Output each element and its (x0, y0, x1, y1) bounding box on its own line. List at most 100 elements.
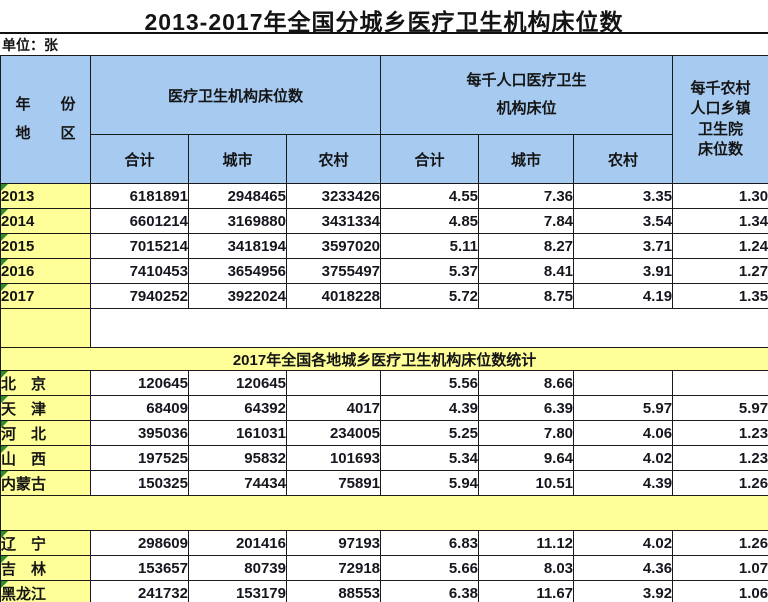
data-cell[interactable]: 4.39 (573, 470, 674, 496)
data-cell[interactable]: 3597020 (285, 233, 382, 259)
data-cell[interactable]: 298609 (90, 530, 189, 556)
header-beds-per-1000-group[interactable]: 每千人口医疗卫生 机构床位 (380, 55, 674, 135)
data-cell[interactable]: 4.02 (573, 530, 674, 556)
data-cell[interactable]: 88553 (285, 580, 382, 602)
data-cell[interactable] (573, 370, 674, 396)
data-cell[interactable]: 4.85 (380, 208, 480, 234)
data-cell[interactable]: 201416 (188, 530, 287, 556)
data-cell[interactable]: 1.27 (672, 258, 768, 284)
data-cell[interactable]: 153179 (188, 580, 287, 602)
row-label-cell[interactable]: 2015 (0, 233, 91, 259)
data-cell[interactable]: 7015214 (90, 233, 189, 259)
data-cell[interactable]: 6.83 (380, 530, 480, 556)
data-cell[interactable]: 1.34 (672, 208, 768, 234)
spacer-white-cell[interactable] (89, 308, 768, 348)
data-cell[interactable]: 4.02 (573, 445, 674, 471)
data-cell[interactable]: 75891 (285, 470, 382, 496)
data-cell[interactable]: 4017 (285, 395, 382, 421)
data-cell[interactable]: 74434 (188, 470, 287, 496)
data-cell[interactable]: 8.03 (478, 555, 575, 581)
data-cell[interactable]: 5.97 (672, 395, 768, 421)
row-label-cell[interactable]: 河 北 (0, 420, 91, 446)
data-cell[interactable]: 5.66 (380, 555, 480, 581)
data-cell[interactable]: 1.06 (672, 580, 768, 602)
header-rural-abs[interactable]: 农村 (285, 134, 382, 184)
header-institution-beds-group[interactable]: 医疗卫生机构床位数 (89, 55, 382, 135)
data-cell[interactable] (672, 370, 768, 396)
data-cell[interactable]: 120645 (188, 370, 287, 396)
data-cell[interactable]: 5.94 (380, 470, 480, 496)
data-cell[interactable]: 11.67 (478, 580, 575, 602)
data-cell[interactable]: 3.71 (573, 233, 674, 259)
data-cell[interactable]: 7.84 (478, 208, 575, 234)
data-cell[interactable]: 161031 (188, 420, 287, 446)
data-cell[interactable]: 1.07 (672, 555, 768, 581)
data-cell[interactable]: 3.54 (573, 208, 674, 234)
data-cell[interactable]: 64392 (188, 395, 287, 421)
data-cell[interactable]: 6181891 (90, 183, 189, 209)
row-label-cell[interactable]: 2014 (0, 208, 91, 234)
row-label-cell[interactable]: 2017 (0, 283, 91, 309)
row-label-cell[interactable]: 黑龙江 (0, 580, 91, 602)
spacer-yellow-cell[interactable] (0, 308, 91, 348)
data-cell[interactable]: 72918 (285, 555, 382, 581)
data-cell[interactable]: 5.72 (380, 283, 480, 309)
data-cell[interactable]: 4.55 (380, 183, 480, 209)
data-cell[interactable]: 4018228 (285, 283, 382, 309)
header-urban-per1000[interactable]: 城市 (478, 134, 575, 184)
row-label-cell[interactable]: 吉 林 (0, 555, 91, 581)
data-cell[interactable]: 6.39 (478, 395, 575, 421)
data-cell[interactable]: 1.30 (672, 183, 768, 209)
data-cell[interactable]: 4.36 (573, 555, 674, 581)
data-cell[interactable]: 395036 (90, 420, 189, 446)
data-cell[interactable]: 1.35 (672, 283, 768, 309)
data-cell[interactable]: 68409 (90, 395, 189, 421)
data-cell[interactable]: 9.64 (478, 445, 575, 471)
data-cell[interactable]: 150325 (90, 470, 189, 496)
data-cell[interactable]: 7.36 (478, 183, 575, 209)
data-cell[interactable]: 8.75 (478, 283, 575, 309)
header-township-beds-cell[interactable]: 每千农村 人口乡镇 卫生院 床位数 (672, 55, 768, 184)
data-cell[interactable]: 6601214 (90, 208, 189, 234)
data-cell[interactable]: 3922024 (188, 283, 287, 309)
data-cell[interactable]: 234005 (285, 420, 382, 446)
data-cell[interactable] (285, 370, 382, 396)
data-cell[interactable]: 5.25 (380, 420, 480, 446)
data-cell[interactable]: 3.92 (573, 580, 674, 602)
data-cell[interactable]: 5.37 (380, 258, 480, 284)
data-cell[interactable]: 3431334 (285, 208, 382, 234)
row-label-cell[interactable]: 2013 (0, 183, 91, 209)
row-label-cell[interactable]: 辽 宁 (0, 530, 91, 556)
data-cell[interactable]: 3.91 (573, 258, 674, 284)
data-cell[interactable]: 7.80 (478, 420, 575, 446)
data-cell[interactable]: 2948465 (188, 183, 287, 209)
row-label-cell[interactable]: 天 津 (0, 395, 91, 421)
data-cell[interactable]: 153657 (90, 555, 189, 581)
data-cell[interactable]: 6.38 (380, 580, 480, 602)
data-cell[interactable]: 11.12 (478, 530, 575, 556)
row-label-cell[interactable]: 北 京 (0, 370, 91, 396)
data-cell[interactable]: 5.97 (573, 395, 674, 421)
data-cell[interactable]: 3418194 (188, 233, 287, 259)
data-cell[interactable]: 95832 (188, 445, 287, 471)
data-cell[interactable]: 97193 (285, 530, 382, 556)
data-cell[interactable]: 1.26 (672, 470, 768, 496)
data-cell[interactable]: 4.39 (380, 395, 480, 421)
header-total-per1000[interactable]: 合计 (380, 134, 480, 184)
header-rural-per1000[interactable]: 农村 (573, 134, 674, 184)
data-cell[interactable]: 10.51 (478, 470, 575, 496)
data-cell[interactable]: 80739 (188, 555, 287, 581)
data-cell[interactable]: 1.26 (672, 530, 768, 556)
data-cell[interactable]: 5.56 (380, 370, 480, 396)
data-cell[interactable]: 3233426 (285, 183, 382, 209)
data-cell[interactable]: 7940252 (90, 283, 189, 309)
section-banner[interactable]: 2017年全国各地城乡医疗卫生机构床位数统计 (0, 347, 768, 371)
header-year-region-cell[interactable]: 年 份 地 区 (0, 55, 91, 184)
data-cell[interactable]: 4.19 (573, 283, 674, 309)
data-cell[interactable]: 197525 (90, 445, 189, 471)
data-cell[interactable]: 8.27 (478, 233, 575, 259)
data-cell[interactable]: 241732 (90, 580, 189, 602)
data-cell[interactable]: 120645 (90, 370, 189, 396)
data-cell[interactable]: 1.24 (672, 233, 768, 259)
data-cell[interactable]: 5.11 (380, 233, 480, 259)
